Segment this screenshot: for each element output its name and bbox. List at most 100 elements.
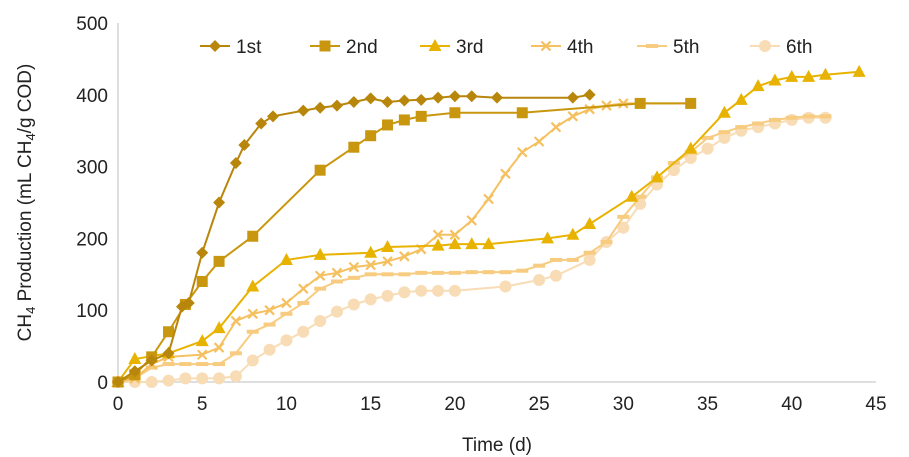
legend-label: 4th bbox=[567, 37, 593, 58]
data-point-5th bbox=[432, 270, 445, 275]
data-point-2nd bbox=[163, 326, 175, 338]
legend-label: 6th bbox=[786, 37, 812, 58]
data-point-3rd bbox=[650, 170, 664, 183]
data-point-5th bbox=[330, 279, 343, 284]
data-point-5th bbox=[617, 214, 630, 219]
data-point-3rd bbox=[583, 217, 597, 230]
data-point-2nd bbox=[415, 110, 427, 122]
data-point-6th bbox=[549, 269, 562, 282]
x-tick-label: 30 bbox=[613, 394, 634, 415]
data-point-1st bbox=[112, 376, 124, 388]
data-point-1st bbox=[381, 95, 394, 108]
y-tick-label: 0 bbox=[97, 373, 108, 394]
data-point-5th bbox=[297, 301, 310, 306]
data-point-5th bbox=[566, 257, 579, 262]
data-point-2nd bbox=[398, 114, 410, 126]
legend-marker bbox=[759, 40, 771, 52]
data-point-3rd bbox=[482, 237, 496, 250]
data-point-6th bbox=[667, 164, 680, 177]
data-point-5th bbox=[499, 270, 512, 275]
data-point-3rd bbox=[751, 79, 765, 92]
data-point-1st bbox=[415, 93, 428, 106]
legend-label: 2nd bbox=[346, 37, 378, 58]
data-point-6th bbox=[583, 253, 596, 266]
data-point-1st bbox=[583, 88, 596, 101]
y-tick-label: 200 bbox=[76, 229, 108, 250]
data-point-1st bbox=[465, 90, 478, 103]
data-point-6th bbox=[145, 376, 158, 388]
data-point-6th bbox=[246, 354, 259, 367]
data-point-2nd bbox=[314, 164, 326, 176]
data-point-6th bbox=[448, 284, 461, 297]
data-point-4th bbox=[365, 259, 376, 271]
data-point-1st bbox=[266, 110, 279, 123]
data-point-4th bbox=[196, 349, 208, 360]
legend: 1st 2nd 3rd 4th 5th 6th bbox=[200, 37, 812, 58]
data-point-3rd bbox=[465, 237, 479, 250]
data-point-6th bbox=[381, 289, 394, 302]
data-point-5th bbox=[229, 351, 242, 356]
data-point-5th bbox=[752, 121, 765, 126]
legend-item-1st: 1st bbox=[200, 37, 262, 58]
data-point-6th bbox=[432, 284, 445, 297]
data-point-3rd bbox=[128, 352, 142, 365]
tick-labels: 0 5 10 15 20 25 30 35 40 45 0 100 200 300 400 500 bbox=[76, 14, 886, 415]
data-point-1st bbox=[213, 196, 226, 209]
legend-marker bbox=[646, 44, 658, 48]
data-point-5th bbox=[718, 130, 731, 135]
data-point-1st bbox=[145, 354, 158, 367]
data-point-6th bbox=[499, 280, 512, 293]
data-point-4th bbox=[331, 267, 343, 279]
data-point-2nd bbox=[634, 97, 646, 109]
data-point-3rd bbox=[246, 279, 260, 292]
data-point-2nd bbox=[196, 275, 208, 287]
data-point-4th bbox=[247, 308, 259, 320]
y-tick-label: 500 bbox=[76, 14, 108, 35]
data-point-1st bbox=[229, 157, 242, 170]
data-point-6th bbox=[398, 286, 411, 299]
data-point-6th bbox=[314, 314, 327, 327]
data-point-3rd bbox=[364, 245, 378, 258]
data-point-6th bbox=[701, 142, 714, 155]
data-point-4th bbox=[281, 297, 292, 309]
series-4th bbox=[112, 98, 696, 388]
data-point-1st bbox=[491, 91, 503, 104]
data-point-4th bbox=[348, 261, 360, 273]
x-tick-label: 40 bbox=[781, 394, 802, 415]
data-point-4th bbox=[213, 342, 225, 353]
data-point-6th bbox=[718, 131, 731, 144]
legend-item-3rd: 3rd bbox=[420, 37, 483, 58]
data-point-5th bbox=[314, 286, 327, 291]
data-point-3rd bbox=[381, 240, 395, 253]
series-layer bbox=[111, 64, 866, 388]
data-point-4th bbox=[399, 251, 410, 262]
legend-marker bbox=[209, 40, 221, 52]
data-point-4th bbox=[466, 215, 478, 226]
y-axis-title-part-3: /g COD) bbox=[15, 64, 36, 134]
data-point-4th bbox=[500, 168, 511, 180]
x-tick-label: 0 bbox=[113, 394, 124, 415]
data-point-4th bbox=[550, 121, 562, 133]
data-point-6th bbox=[347, 298, 360, 311]
data-point-6th bbox=[617, 221, 630, 234]
data-point-5th bbox=[465, 270, 478, 275]
series-1st bbox=[112, 88, 596, 388]
data-point-1st bbox=[398, 94, 411, 107]
data-point-5th bbox=[448, 270, 461, 275]
data-point-1st bbox=[255, 117, 268, 130]
data-point-6th bbox=[196, 372, 209, 385]
data-point-1st bbox=[314, 101, 327, 114]
legend-label: 1st bbox=[236, 37, 262, 58]
data-point-4th bbox=[298, 283, 309, 294]
data-point-5th bbox=[381, 272, 394, 277]
data-point-1st bbox=[162, 347, 175, 360]
data-point-5th bbox=[347, 275, 360, 280]
legend-marker bbox=[540, 40, 552, 52]
data-point-5th bbox=[516, 268, 529, 273]
y-axis-title: CH4 Production (mL CH4/g COD) bbox=[15, 64, 38, 342]
data-point-2nd bbox=[213, 255, 225, 267]
data-point-3rd bbox=[734, 92, 748, 105]
data-point-6th bbox=[179, 372, 192, 385]
data-point-2nd bbox=[365, 130, 377, 142]
data-point-5th bbox=[533, 263, 546, 268]
